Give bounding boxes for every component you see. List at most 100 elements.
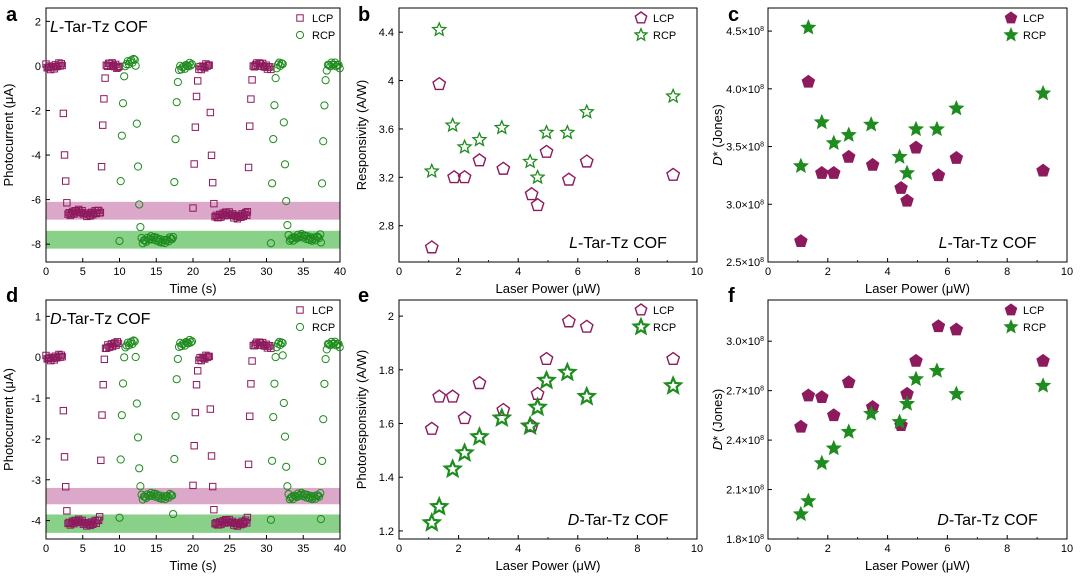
data-point (865, 157, 880, 171)
data-point (243, 513, 252, 522)
x-tick-label: 0 (43, 543, 49, 555)
data-point (315, 234, 324, 243)
data-point (319, 137, 328, 146)
y-tick-label: 1.8×108 (726, 534, 764, 546)
data-point (454, 442, 476, 462)
data-point (116, 455, 125, 464)
data-point (115, 62, 123, 71)
legend-label-lcp: LCP (312, 305, 333, 317)
x-tick-label: 0 (765, 266, 771, 278)
data-point (133, 433, 143, 442)
data-point (58, 353, 66, 361)
series-lcp (424, 314, 681, 435)
data-point (192, 381, 201, 389)
data-point (168, 234, 177, 244)
data-point (170, 177, 179, 187)
chart-panel-c: c 0 2 4 6 8 10 2.5×108 3.0×108 3.5×108 4.0×108 4.5×… (710, 4, 1073, 296)
data-point (208, 178, 217, 187)
data-point (320, 379, 329, 388)
x-tick-label: 10 (113, 266, 125, 278)
panel-label: e (358, 285, 369, 307)
plot-frame (45, 7, 341, 263)
x-axis-label: Laser Power (μW) (865, 281, 970, 296)
data-point (949, 150, 964, 164)
y-tick-label: 2.8 (379, 221, 394, 233)
data-point (208, 482, 217, 491)
y-axis-label: Photocurrent (μA) (1, 84, 16, 187)
data-point (841, 375, 856, 389)
y-tick-label: 3.0×108 (726, 336, 764, 348)
legend-marker-lcp (634, 11, 648, 24)
data-point (1034, 84, 1052, 101)
x-tick-label: 6 (944, 266, 950, 278)
data-point (97, 456, 105, 465)
data-point (169, 509, 178, 519)
x-tick-label: 2 (825, 266, 831, 278)
data-point (424, 240, 439, 254)
data-point (907, 120, 925, 137)
y-tick-label: -2 (31, 434, 41, 446)
data-point (561, 172, 576, 186)
data-point (186, 338, 195, 347)
data-point (244, 460, 253, 469)
data-point (246, 412, 254, 420)
data-point (279, 398, 288, 408)
data-point (840, 126, 857, 142)
data-point (493, 119, 510, 135)
data-point (194, 367, 202, 375)
data-point (320, 101, 329, 110)
series-rcp (421, 361, 684, 532)
data-point (794, 419, 808, 433)
data-point (321, 76, 330, 85)
x-tick-label: 10 (1061, 543, 1073, 555)
data-point (113, 338, 121, 346)
x-tick-label: 25 (224, 543, 236, 555)
data-point (561, 314, 576, 328)
data-point (165, 489, 174, 498)
x-tick-label: 40 (334, 543, 346, 555)
data-point (247, 380, 255, 388)
data-point (863, 116, 880, 132)
x-axis-label: Laser Power (μW) (495, 281, 600, 296)
series-rcp (792, 19, 1052, 180)
data-point (278, 351, 287, 360)
data-point (317, 456, 327, 466)
legend-marker-lcp (1004, 11, 1018, 24)
data-point (815, 165, 829, 179)
x-tick-label: 4 (515, 543, 521, 555)
data-point (128, 339, 137, 349)
legend-marker-rcp (1003, 319, 1019, 334)
series-lcp (794, 319, 1050, 433)
data-point (189, 204, 197, 212)
data-point (98, 411, 106, 419)
legend-marker-rcp (295, 322, 305, 332)
data-point (269, 412, 278, 422)
data-point (909, 140, 923, 154)
data-point (130, 337, 139, 346)
data-point (522, 153, 539, 169)
data-point (266, 515, 276, 524)
panel-label: d (6, 285, 18, 307)
data-point (1034, 377, 1052, 393)
data-point (792, 505, 809, 522)
data-point (298, 233, 307, 242)
y-tick-label: 0 (35, 352, 41, 364)
data-point (207, 452, 216, 460)
legend-label-lcp: LCP (653, 305, 674, 317)
x-tick-label: 30 (260, 543, 272, 555)
data-point (118, 379, 128, 388)
data-point (539, 144, 554, 158)
legend-marker-lcp (296, 306, 304, 314)
data-point (203, 353, 211, 362)
data-point (283, 220, 292, 230)
data-point (57, 351, 65, 359)
data-point (556, 361, 578, 382)
data-point (173, 77, 182, 87)
panel-title: D-Tar-Tz COF (568, 512, 669, 529)
data-point (136, 222, 145, 232)
legend-label-rcp: RCP (653, 30, 676, 42)
y-tick-label: 4.5×108 (726, 26, 764, 38)
panel-title: D-Tar-Tz COF (937, 512, 1038, 529)
data-point (334, 60, 343, 69)
data-point (900, 193, 914, 207)
